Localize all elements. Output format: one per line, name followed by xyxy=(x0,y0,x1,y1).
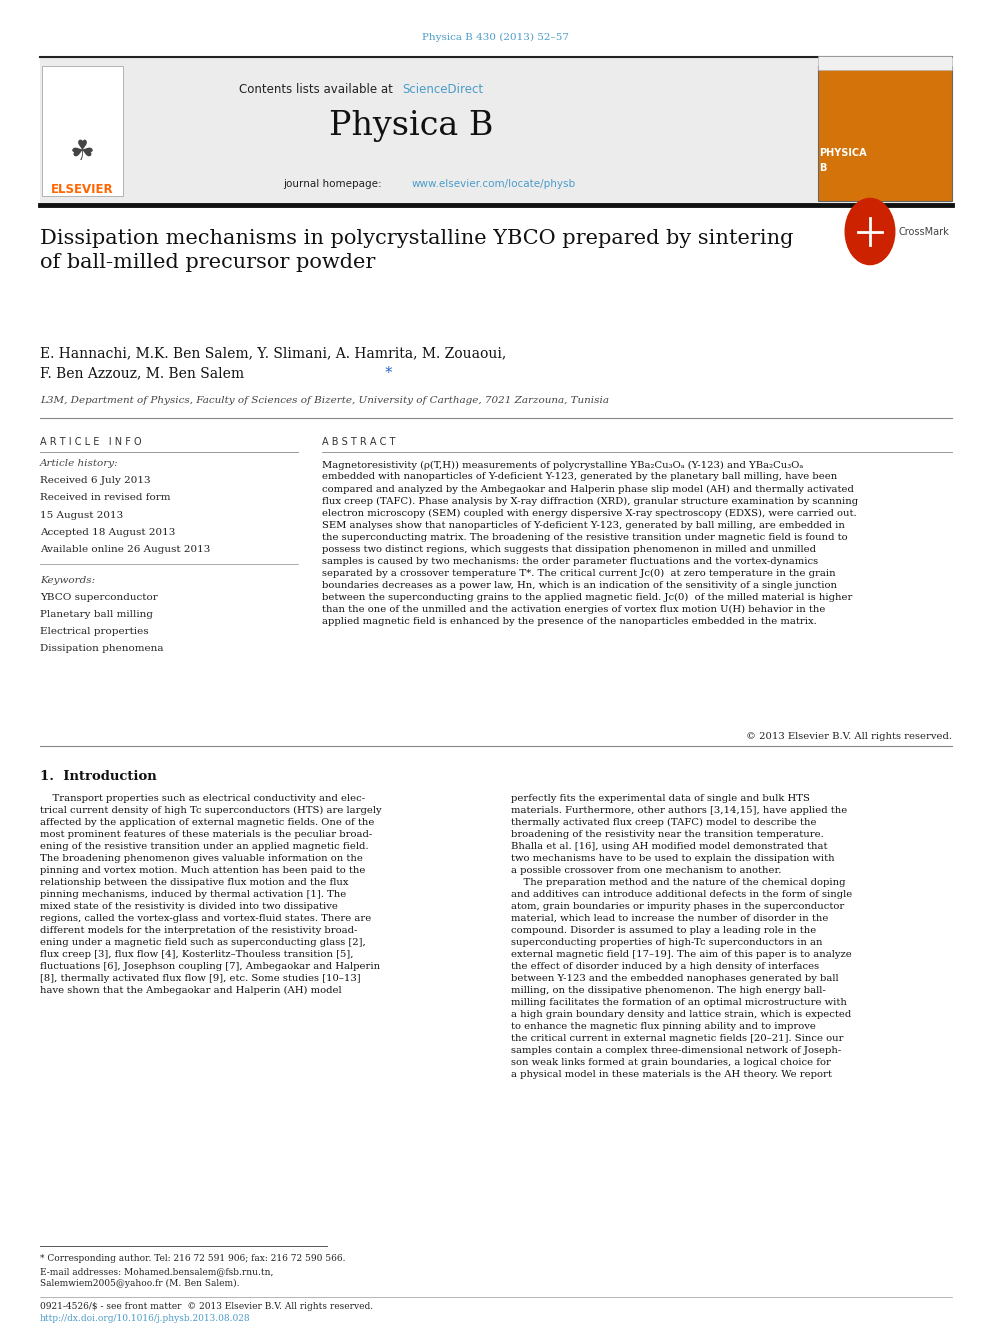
Text: 0921-4526/$ - see front matter  © 2013 Elsevier B.V. All rights reserved.: 0921-4526/$ - see front matter © 2013 El… xyxy=(40,1302,373,1311)
Text: YBCO superconductor: YBCO superconductor xyxy=(40,593,158,602)
Text: 15 August 2013: 15 August 2013 xyxy=(40,511,123,520)
Text: Available online 26 August 2013: Available online 26 August 2013 xyxy=(40,545,210,554)
Text: Magnetoresistivity (ρ(T,H)) measurements of polycrystalline YBa₂Cu₃Oₐ (Y-123) an: Magnetoresistivity (ρ(T,H)) measurements… xyxy=(322,460,858,626)
Text: Planetary ball milling: Planetary ball milling xyxy=(40,610,153,619)
Text: ScienceDirect: ScienceDirect xyxy=(402,83,483,97)
Bar xyxy=(818,66,952,201)
Text: B: B xyxy=(818,163,826,173)
Text: Contents lists available at: Contents lists available at xyxy=(239,83,397,97)
Text: Transport properties such as electrical conductivity and elec-
trical current de: Transport properties such as electrical … xyxy=(40,794,381,995)
Text: E. Hannachi, M.K. Ben Salem, Y. Slimani, A. Hamrita, M. Zouaoui,: E. Hannachi, M.K. Ben Salem, Y. Slimani,… xyxy=(40,347,506,361)
Text: Physica B 430 (2013) 52–57: Physica B 430 (2013) 52–57 xyxy=(423,33,569,42)
Text: Article history:: Article history: xyxy=(40,459,118,468)
Text: Physica B: Physica B xyxy=(329,110,494,142)
Text: www.elsevier.com/locate/physb: www.elsevier.com/locate/physb xyxy=(412,179,575,189)
Text: CrossMark: CrossMark xyxy=(899,226,949,237)
Text: journal homepage:: journal homepage: xyxy=(283,179,385,189)
Text: perfectly fits the experimental data of single and bulk HTS
materials. Furthermo: perfectly fits the experimental data of … xyxy=(511,794,852,1080)
Text: Accepted 18 August 2013: Accepted 18 August 2013 xyxy=(40,528,175,537)
Text: PHYSICA: PHYSICA xyxy=(818,148,867,159)
Text: A R T I C L E   I N F O: A R T I C L E I N F O xyxy=(40,437,141,447)
FancyBboxPatch shape xyxy=(40,57,952,205)
Text: F. Ben Azzouz, M. Ben Salem: F. Ben Azzouz, M. Ben Salem xyxy=(40,366,244,381)
Text: Received 6 July 2013: Received 6 July 2013 xyxy=(40,476,151,486)
Text: ☘: ☘ xyxy=(69,138,95,167)
Text: E-mail addresses: Mohamed.bensalem@fsb.rnu.tn,: E-mail addresses: Mohamed.bensalem@fsb.r… xyxy=(40,1267,273,1277)
Text: Electrical properties: Electrical properties xyxy=(40,627,149,636)
Text: ELSEVIER: ELSEVIER xyxy=(51,183,114,196)
Text: 1.  Introduction: 1. Introduction xyxy=(40,770,157,783)
Text: L3M, Department of Physics, Faculty of Sciences of Bizerte, University of Cartha: L3M, Department of Physics, Faculty of S… xyxy=(40,396,609,405)
Bar xyxy=(818,56,952,70)
Text: Salemwiem2005@yahoo.fr (M. Ben Salem).: Salemwiem2005@yahoo.fr (M. Ben Salem). xyxy=(40,1279,239,1289)
Text: Dissipation phenomena: Dissipation phenomena xyxy=(40,644,163,654)
Bar xyxy=(42,66,123,196)
Text: * Corresponding author. Tel: 216 72 591 906; fax: 216 72 590 566.: * Corresponding author. Tel: 216 72 591 … xyxy=(40,1254,345,1263)
Text: A B S T R A C T: A B S T R A C T xyxy=(322,437,396,447)
Circle shape xyxy=(845,198,895,265)
Text: Dissipation mechanisms in polycrystalline YBCO prepared by sintering
of ball-mil: Dissipation mechanisms in polycrystallin… xyxy=(40,229,793,273)
Text: Received in revised form: Received in revised form xyxy=(40,493,171,503)
Text: http://dx.doi.org/10.1016/j.physb.2013.08.028: http://dx.doi.org/10.1016/j.physb.2013.0… xyxy=(40,1314,250,1323)
Text: © 2013 Elsevier B.V. All rights reserved.: © 2013 Elsevier B.V. All rights reserved… xyxy=(746,732,952,741)
Text: Keywords:: Keywords: xyxy=(40,576,95,585)
Text: *: * xyxy=(381,366,392,381)
